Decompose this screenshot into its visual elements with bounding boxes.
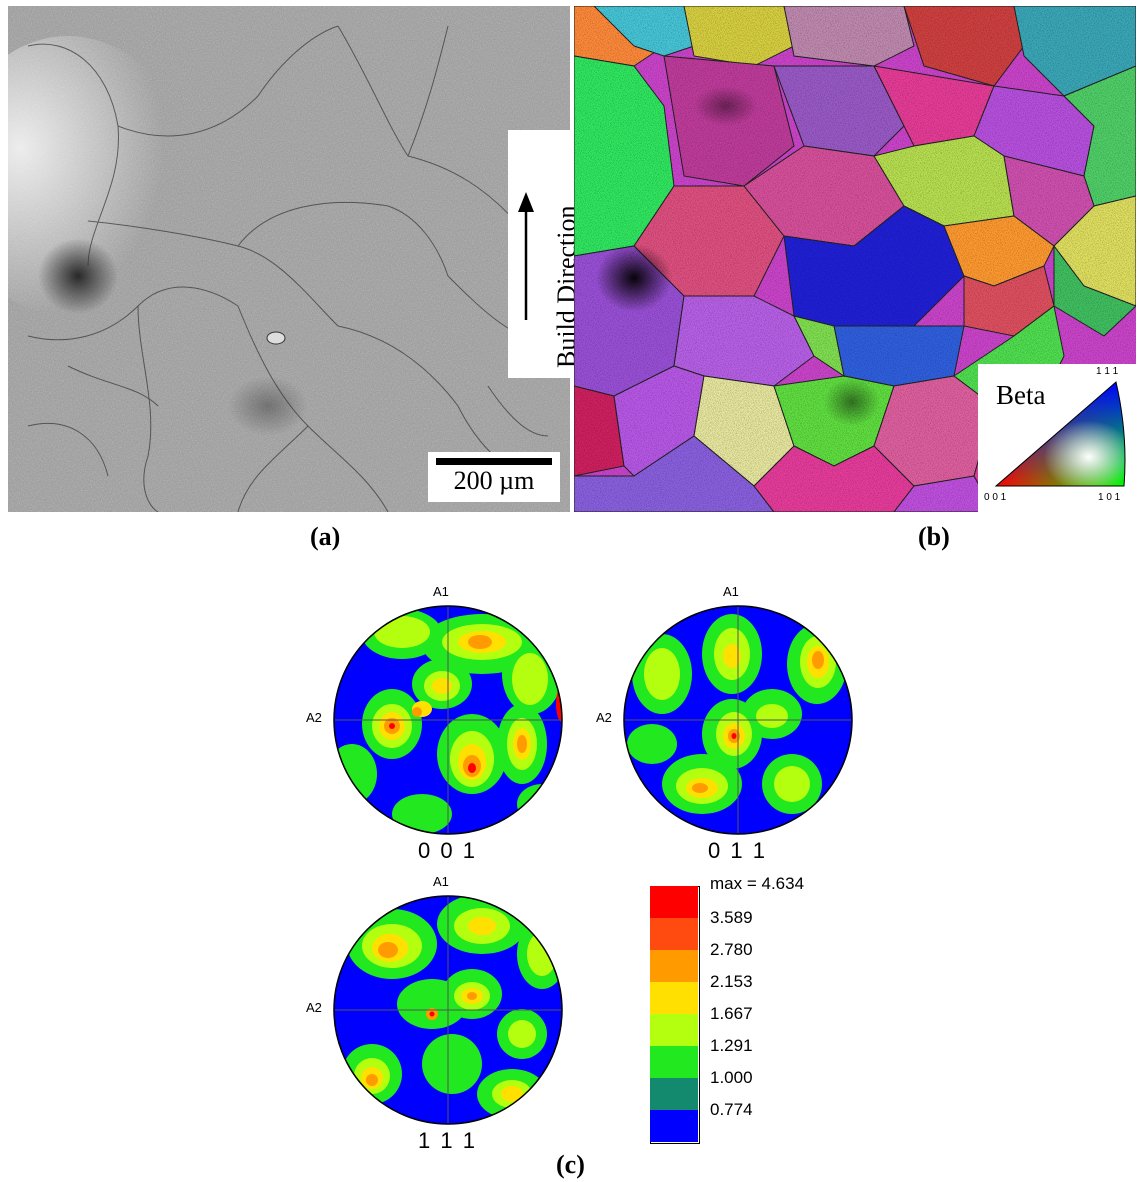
up-arrow-icon <box>518 192 534 320</box>
legend-swatch <box>650 886 698 919</box>
ebsd-map-panel-b: Beta 1 1 1 0 0 1 <box>573 5 1137 514</box>
ipf-corner-101: 1 0 1 <box>1098 492 1121 503</box>
pole-figure-axis-a2: A2 <box>306 1000 322 1015</box>
pole-figure-001: A1 A2 <box>300 580 580 870</box>
legend-value: 1.000 <box>710 1068 753 1087</box>
ipf-corner-001: 0 0 1 <box>984 492 1007 503</box>
micrograph-image <box>0 6 570 513</box>
legend-value: 3.589 <box>710 908 753 927</box>
scale-bar-label: 200 µm <box>453 466 535 495</box>
legend-level: 1.291 <box>650 1014 850 1055</box>
legend-swatch <box>650 1046 698 1079</box>
pole-figure-axis-a2: A2 <box>306 710 322 725</box>
build-direction-box: Build Direction <box>508 130 581 378</box>
pole-figure-axis-a1: A1 <box>723 584 739 599</box>
pole-figure-001-plot <box>333 605 563 835</box>
legend-max: max = 4.634 <box>710 874 805 893</box>
ipf-corner-111: 1 1 1 <box>1096 366 1119 377</box>
legend-value: 2.780 <box>710 940 753 959</box>
legend-value: 1.291 <box>710 1036 753 1055</box>
legend-swatch <box>650 918 698 951</box>
scale-bar-line <box>436 458 552 465</box>
intensity-legend: max = 4.634 3.589 2.780 2.153 1.667 1.291 1.0… <box>650 874 870 1146</box>
legend-level: 2.153 <box>650 950 850 991</box>
micrograph-panel-a: Build Direction 200 µm <box>0 6 581 513</box>
pole-figure-label: 0 0 1 <box>418 838 477 863</box>
legend-value: 1.667 <box>710 1004 753 1023</box>
pole-figure-111: A1 A2 <box>300 868 580 1158</box>
pole-figure-label: 0 1 1 <box>708 838 767 863</box>
legend-value: 0.774 <box>710 1100 753 1119</box>
legend-level: 3.589 <box>650 886 850 927</box>
pole-figure-111-plot <box>333 895 563 1125</box>
ipf-color-key: Beta 1 1 1 0 0 1 <box>978 364 1136 512</box>
legend-level: 1.667 <box>650 982 850 1023</box>
ipf-map-image <box>573 5 1137 514</box>
pole-figure-axis-a2: A2 <box>596 710 612 725</box>
panel-label-a: (a) <box>310 522 341 551</box>
pole-figure-011: A1 A2 <box>590 580 870 870</box>
legend-swatch <box>650 1110 698 1142</box>
legend-level: 2.780 <box>650 918 850 959</box>
pole-figure-label: 1 1 1 <box>418 1128 477 1153</box>
ipf-triangle <box>994 381 1126 487</box>
legend-swatch <box>650 950 698 983</box>
legend-swatch <box>650 1078 698 1111</box>
legend-level: 1.000 <box>650 1046 850 1087</box>
pole-figure-axis-a1: A1 <box>433 874 449 889</box>
panel-label-c: (c) <box>556 1150 585 1179</box>
pole-figure-011-plot <box>623 605 853 835</box>
pole-figure-axis-a1: A1 <box>433 584 449 599</box>
ipf-key-phase-label: Beta <box>996 380 1046 410</box>
legend-level <box>650 1110 850 1142</box>
legend-level: 0.774 <box>650 1078 850 1119</box>
legend-swatch <box>650 982 698 1015</box>
panel-label-b: (b) <box>918 522 950 551</box>
legend-swatch <box>650 1014 698 1047</box>
scale-bar: 200 µm <box>428 452 560 502</box>
legend-value: 2.153 <box>710 972 753 991</box>
